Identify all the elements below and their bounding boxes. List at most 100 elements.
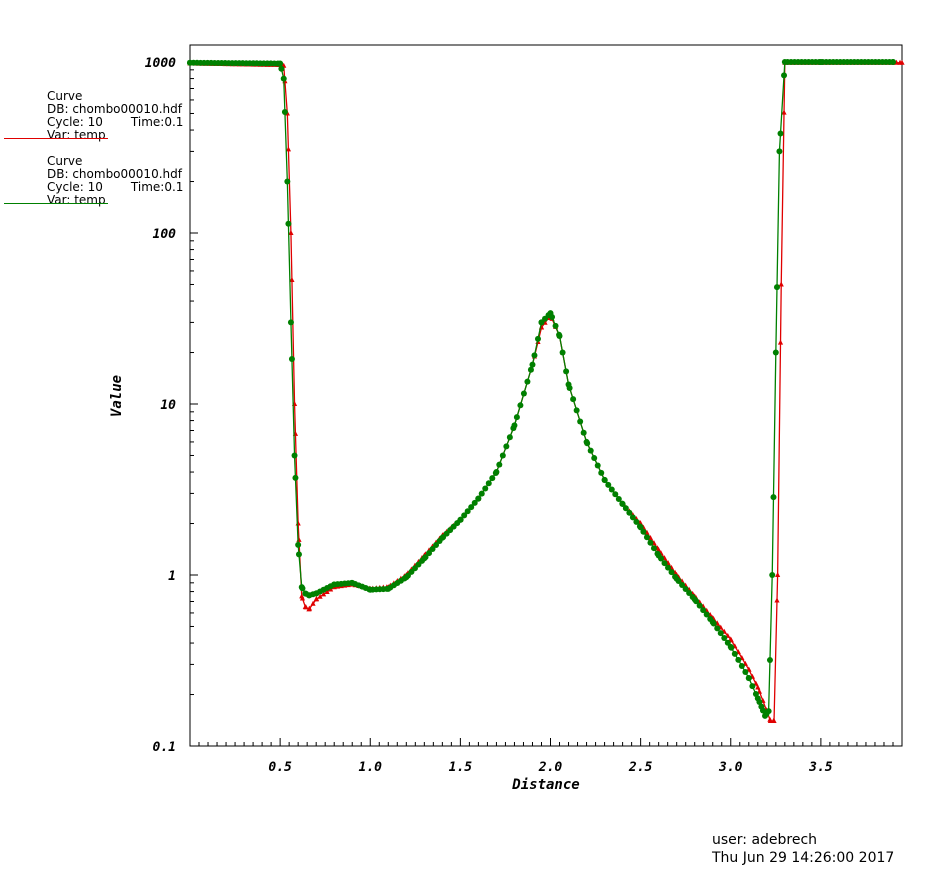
- data-point-red: [778, 281, 784, 287]
- series-line-green: [189, 61, 893, 718]
- data-point-green: [583, 438, 590, 445]
- data-point-green: [738, 662, 745, 669]
- data-point-red: [899, 59, 905, 65]
- data-point-green: [534, 335, 541, 342]
- data-point-green: [717, 630, 724, 637]
- data-point-green: [686, 590, 693, 597]
- data-point-green: [817, 59, 824, 65]
- data-point-green: [277, 60, 284, 67]
- data-point-green: [580, 429, 587, 436]
- data-point-green: [439, 534, 446, 541]
- data-point-green: [605, 481, 612, 488]
- data-point-green: [766, 657, 773, 664]
- data-point-green: [772, 349, 779, 356]
- data-point-green: [278, 65, 285, 72]
- data-point-red: [285, 146, 292, 152]
- data-point-green: [758, 703, 765, 710]
- data-point-green: [612, 491, 619, 498]
- data-point-red: [289, 277, 295, 283]
- data-point-red: [771, 718, 777, 724]
- data-point-green: [284, 178, 291, 185]
- data-point-green: [531, 352, 538, 359]
- data-point-green: [591, 455, 598, 462]
- data-point-green: [475, 495, 482, 502]
- data-point-green: [679, 581, 686, 588]
- data-point-green: [668, 569, 675, 576]
- data-point-green: [754, 695, 761, 702]
- data-point-green: [665, 564, 672, 571]
- data-point-green: [673, 575, 680, 582]
- data-point-red: [777, 339, 784, 345]
- data-point-red: [774, 597, 780, 603]
- data-point-green: [433, 542, 440, 549]
- data-point-red: [324, 588, 330, 594]
- data-point-green: [457, 516, 464, 523]
- data-point-green: [298, 584, 305, 591]
- data-point-green: [529, 361, 536, 368]
- data-point-green: [552, 322, 559, 329]
- data-point-green: [594, 462, 601, 469]
- data-point-green: [482, 485, 489, 492]
- data-point-green: [464, 508, 471, 515]
- data-point-green: [622, 505, 629, 512]
- data-point-green: [619, 501, 626, 508]
- legend-swatch-green: [4, 203, 108, 204]
- data-point-red: [728, 636, 734, 642]
- data-point-green: [661, 560, 668, 567]
- y-tick-label: 1: [168, 569, 176, 584]
- data-point-red: [296, 536, 302, 542]
- data-point-green: [573, 407, 580, 414]
- data-point-red: [781, 109, 787, 115]
- data-point-green: [468, 504, 475, 511]
- data-point-green: [349, 579, 356, 586]
- data-point-green: [647, 539, 654, 546]
- data-point-green: [292, 474, 299, 481]
- data-point-green: [770, 494, 777, 501]
- data-point-green: [305, 592, 312, 599]
- data-point-green: [559, 349, 566, 356]
- data-point-green: [563, 368, 570, 375]
- data-point-green: [520, 390, 527, 397]
- data-point-green: [629, 514, 636, 521]
- legend-entry-red: Curve DB: chombo00010.hdf Cycle: 10 Time:…: [47, 90, 183, 142]
- x-tick-label: 3.0: [718, 760, 743, 775]
- x-tick-label: 1.5: [449, 760, 473, 775]
- data-point-green: [696, 602, 703, 609]
- data-point-green: [601, 476, 608, 483]
- data-point-red: [775, 572, 781, 577]
- data-point-green: [489, 475, 496, 482]
- data-point-green: [527, 366, 534, 373]
- data-point-red: [320, 591, 327, 597]
- data-point-green: [288, 356, 295, 363]
- data-point-green: [735, 656, 742, 663]
- data-point-green: [547, 310, 554, 317]
- data-point-green: [496, 461, 503, 468]
- y-tick-label: 1000: [145, 56, 176, 71]
- data-point-red: [299, 593, 305, 599]
- legend-entry-green: Curve DB: chombo00010.hdf Cycle: 10 Time:…: [47, 155, 183, 207]
- legend-var: Var: temp: [47, 128, 106, 142]
- data-point-red: [755, 684, 761, 690]
- data-point-green: [511, 422, 518, 429]
- data-point-green: [742, 669, 749, 676]
- data-point-green: [682, 585, 689, 592]
- data-point-green: [781, 72, 788, 79]
- footer-user: user: adebrech: [712, 832, 818, 848]
- data-point-green: [731, 650, 738, 657]
- y-tick-label: 0.1: [153, 740, 176, 755]
- x-tick-label: 3.5: [808, 760, 833, 775]
- legend-db: DB: chombo00010.hdf: [47, 167, 182, 181]
- data-point-green: [587, 447, 594, 454]
- data-point-green: [556, 332, 563, 339]
- data-point-green: [313, 590, 320, 597]
- data-point-green: [429, 546, 436, 553]
- legend-var: Var: temp: [47, 193, 106, 207]
- legend-cycle-time: Cycle: 10 Time:0.1: [47, 115, 184, 129]
- legend-cycle-time: Cycle: 10 Time:0.1: [47, 180, 184, 194]
- data-point-green: [721, 634, 728, 641]
- data-point-green: [703, 611, 710, 618]
- data-point-green: [643, 534, 650, 541]
- data-point-green: [773, 284, 780, 291]
- x-axis-title: Distance: [511, 777, 579, 793]
